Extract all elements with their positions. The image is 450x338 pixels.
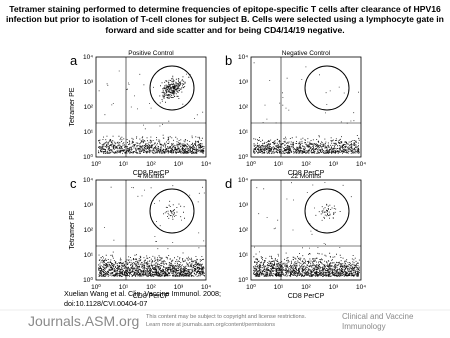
x-tick-label: 10² (146, 284, 156, 291)
x-axis-label: CD8 PerCP (288, 170, 325, 177)
gate-circle (149, 65, 195, 111)
y-tick-label: 10⁴ (238, 54, 248, 61)
x-tick-label: 10¹ (274, 161, 284, 168)
y-tick-label: 10³ (239, 202, 249, 209)
x-tick-label: 10⁴ (356, 284, 366, 291)
y-tick-label: 10³ (239, 79, 249, 86)
event-dots (98, 185, 205, 277)
y-axis-label: Tetramer PE (69, 87, 76, 126)
x-tick-label: 10⁰ (91, 160, 101, 168)
event-dots (253, 62, 360, 154)
slide-title: Tetramer staining performed to determine… (6, 4, 444, 35)
y-tick-label: 10² (84, 104, 94, 111)
panel-letter: d (225, 176, 232, 191)
gate-circle (304, 65, 350, 111)
x-tick-label: 10⁰ (246, 160, 256, 168)
plot-frame (95, 56, 207, 158)
x-tick-label: 10³ (174, 284, 184, 291)
x-axis-label: CD8 PerCP (133, 170, 170, 177)
x-tick-label: 10⁴ (201, 284, 211, 291)
logo: Journals.ASM.org (28, 313, 139, 329)
x-tick-label: 10⁴ (201, 161, 211, 168)
plot-frame (250, 179, 362, 281)
notice: This content may be subject to copyright… (146, 314, 307, 320)
panel-label: 22 Months (291, 173, 322, 180)
panel-label: Positive Control (128, 50, 174, 57)
event-dots (98, 70, 205, 154)
y-tick-label: 10⁰ (83, 276, 93, 284)
plot-frame (95, 179, 207, 281)
x-tick-label: 10³ (329, 284, 339, 291)
citation: Xuelian Wang et al. Clin. Vaccine Immuno… (64, 289, 221, 298)
y-tick-label: 10² (239, 104, 249, 111)
panel-letter: c (70, 176, 77, 191)
y-tick-label: 10⁰ (83, 153, 93, 161)
y-tick-label: 10² (239, 227, 249, 234)
y-tick-label: 10¹ (239, 129, 249, 136)
y-tick-label: 10⁴ (83, 54, 93, 61)
y-axis-label: Tetramer PE (69, 210, 76, 249)
panel-label: 4 Months (138, 173, 165, 180)
x-tick-label: 10² (146, 161, 156, 168)
x-tick-label: 10⁰ (91, 283, 101, 291)
citation: doi:10.1128/CVI.00404-07 (64, 299, 147, 308)
y-tick-label: 10¹ (239, 252, 249, 259)
notice: Learn more at journals.asm.org/content/p… (146, 322, 275, 328)
y-tick-label: 10⁴ (83, 177, 93, 184)
journal-name: Clinical and Vaccine (342, 312, 414, 321)
y-tick-label: 10² (84, 227, 94, 234)
y-tick-label: 10⁴ (238, 177, 248, 184)
panel-letter: a (70, 53, 78, 68)
y-tick-label: 10³ (84, 79, 94, 86)
plot-frame (250, 56, 362, 158)
journal-name: Immunology (342, 322, 386, 331)
x-axis-label: CD8 PerCP (288, 293, 325, 300)
x-tick-label: 10⁴ (356, 161, 366, 168)
y-tick-label: 10³ (84, 202, 94, 209)
panel-letter: b (225, 53, 232, 68)
gate-circle (149, 188, 195, 234)
x-tick-label: 10² (301, 284, 311, 291)
x-tick-label: 10² (301, 161, 311, 168)
y-tick-label: 10¹ (84, 129, 94, 136)
x-tick-label: 10⁰ (246, 283, 256, 291)
x-tick-label: 10¹ (119, 284, 129, 291)
y-tick-label: 10⁰ (238, 276, 248, 284)
x-tick-label: 10³ (174, 161, 184, 168)
gate-circle (304, 188, 350, 234)
x-tick-label: 10³ (329, 161, 339, 168)
x-tick-label: 10¹ (119, 161, 129, 168)
y-tick-label: 10¹ (84, 252, 94, 259)
panel-label: Negative Control (282, 50, 331, 57)
x-tick-label: 10¹ (274, 284, 284, 291)
x-axis-label: CD8 PerCP (133, 293, 170, 300)
y-tick-label: 10⁰ (238, 153, 248, 161)
